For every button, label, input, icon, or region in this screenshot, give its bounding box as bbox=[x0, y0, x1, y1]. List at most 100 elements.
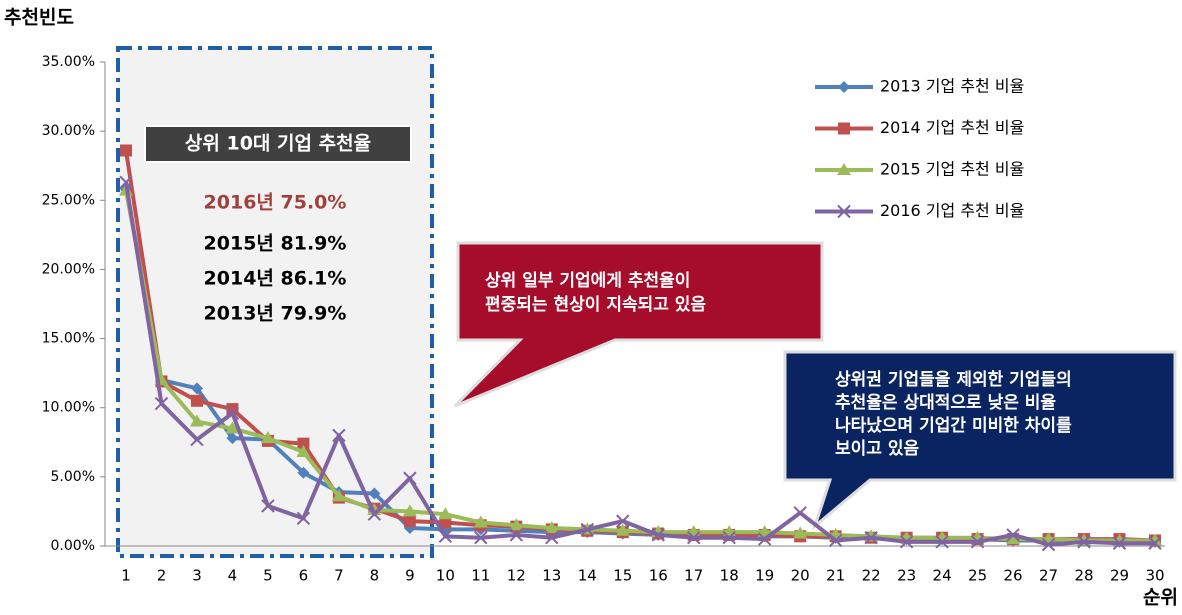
legend-label: 2016 기업 추천 비율 bbox=[880, 201, 1024, 220]
x-tick-label: 20 bbox=[791, 567, 810, 585]
point bbox=[368, 487, 381, 500]
point bbox=[190, 382, 203, 395]
y-tick-label: 25.00% bbox=[42, 192, 95, 208]
point bbox=[190, 432, 204, 447]
x-tick-label: 28 bbox=[1074, 567, 1093, 585]
point bbox=[260, 431, 275, 444]
callout-bottom-text: 나타났으며 기업간 미비한 차이를 bbox=[835, 416, 1072, 436]
callout-bottom-text: 추천율은 상대적으로 낮은 비율 bbox=[835, 393, 1056, 413]
y-tick-label: 10.00% bbox=[42, 400, 95, 416]
point bbox=[296, 444, 311, 457]
y-tick-label: 0.00% bbox=[51, 538, 95, 554]
point bbox=[261, 499, 275, 513]
x-tick-label: 3 bbox=[192, 567, 202, 585]
point bbox=[864, 530, 878, 545]
year-rate: 2015년 81.9% bbox=[204, 233, 347, 255]
x-tick-label: 15 bbox=[613, 567, 632, 585]
x-tick-label: 14 bbox=[578, 567, 597, 585]
point bbox=[545, 530, 559, 545]
point bbox=[970, 535, 985, 549]
x-tick-label: 5 bbox=[263, 567, 273, 585]
legend-marker bbox=[838, 81, 850, 93]
callout-top-shape bbox=[453, 241, 824, 408]
point bbox=[473, 515, 488, 528]
point bbox=[225, 421, 240, 434]
point bbox=[403, 471, 417, 485]
point bbox=[119, 175, 133, 190]
x-tick-label: 23 bbox=[897, 567, 916, 585]
y-tick-label: 5.00% bbox=[51, 469, 95, 485]
series-line bbox=[124, 190, 1155, 543]
point bbox=[296, 511, 311, 526]
point bbox=[722, 530, 736, 545]
x-tick-label: 11 bbox=[471, 567, 490, 585]
point bbox=[1112, 536, 1127, 550]
legend-marker bbox=[837, 163, 851, 175]
point bbox=[580, 522, 594, 537]
y-tick-label: 20.00% bbox=[42, 261, 95, 277]
x-tick-label: 12 bbox=[507, 567, 526, 585]
x-tick-label: 4 bbox=[228, 567, 238, 585]
x-tick-label: 13 bbox=[542, 567, 561, 585]
point bbox=[1041, 537, 1056, 552]
point bbox=[438, 529, 453, 544]
point bbox=[828, 533, 843, 548]
callout-bottom-text: 보이고 있음 bbox=[835, 439, 919, 459]
callout-top-text: 상위 일부 기업에게 추천율이 bbox=[485, 271, 690, 291]
point bbox=[403, 515, 416, 528]
point bbox=[509, 528, 524, 542]
point bbox=[1077, 535, 1091, 549]
point bbox=[651, 528, 665, 542]
x-tick-label: 26 bbox=[1004, 567, 1023, 585]
point bbox=[331, 489, 346, 502]
year-rate: 2014년 86.1% bbox=[204, 268, 347, 290]
year-rate: 2013년 79.9% bbox=[204, 303, 347, 325]
point bbox=[190, 394, 203, 407]
callout-bottom-text: 상위권 기업들을 제외한 기업들의 bbox=[835, 370, 1072, 390]
point bbox=[935, 535, 949, 549]
point bbox=[687, 530, 701, 545]
point bbox=[615, 523, 630, 536]
x-tick-label: 27 bbox=[1039, 567, 1058, 585]
x-tick-label: 21 bbox=[826, 567, 845, 585]
x-tick-label: 24 bbox=[933, 567, 952, 585]
point bbox=[120, 144, 132, 157]
point bbox=[154, 396, 169, 411]
point bbox=[899, 535, 914, 549]
point bbox=[226, 403, 239, 416]
point bbox=[438, 507, 453, 520]
box-title-bg bbox=[144, 125, 412, 163]
x-tick-label: 22 bbox=[862, 567, 881, 585]
legend-marker bbox=[838, 122, 850, 135]
point bbox=[1006, 532, 1021, 545]
x-tick-label: 16 bbox=[649, 567, 668, 585]
point bbox=[439, 516, 452, 529]
y-axis-title: 추천빈도 bbox=[4, 7, 74, 29]
legend-label: 2015 기업 추천 비율 bbox=[880, 160, 1024, 179]
x-tick-label: 8 bbox=[370, 567, 380, 585]
point bbox=[793, 506, 807, 520]
point bbox=[509, 518, 524, 531]
x-tick-label: 1 bbox=[121, 567, 131, 585]
point bbox=[189, 414, 204, 427]
point bbox=[297, 466, 310, 479]
legend-label: 2014 기업 추천 비율 bbox=[880, 118, 1024, 137]
x-tick-label: 25 bbox=[968, 567, 987, 585]
x-tick-label: 9 bbox=[405, 567, 415, 585]
point bbox=[226, 432, 239, 445]
box-title: 상위 10대 기업 추천율 bbox=[185, 133, 371, 155]
x-tick-label: 7 bbox=[334, 567, 344, 585]
x-tick-label: 2 bbox=[157, 567, 167, 585]
point bbox=[1006, 528, 1020, 542]
point bbox=[225, 406, 240, 420]
point bbox=[367, 507, 382, 521]
point bbox=[1148, 536, 1162, 550]
point bbox=[332, 428, 346, 443]
legend-marker bbox=[837, 204, 851, 219]
x-tick-label: 30 bbox=[1145, 567, 1164, 585]
year-rate: 2016년 75.0% bbox=[204, 192, 347, 214]
x-tick-label: 19 bbox=[755, 567, 774, 585]
point bbox=[474, 530, 488, 545]
series-line bbox=[124, 181, 1155, 547]
